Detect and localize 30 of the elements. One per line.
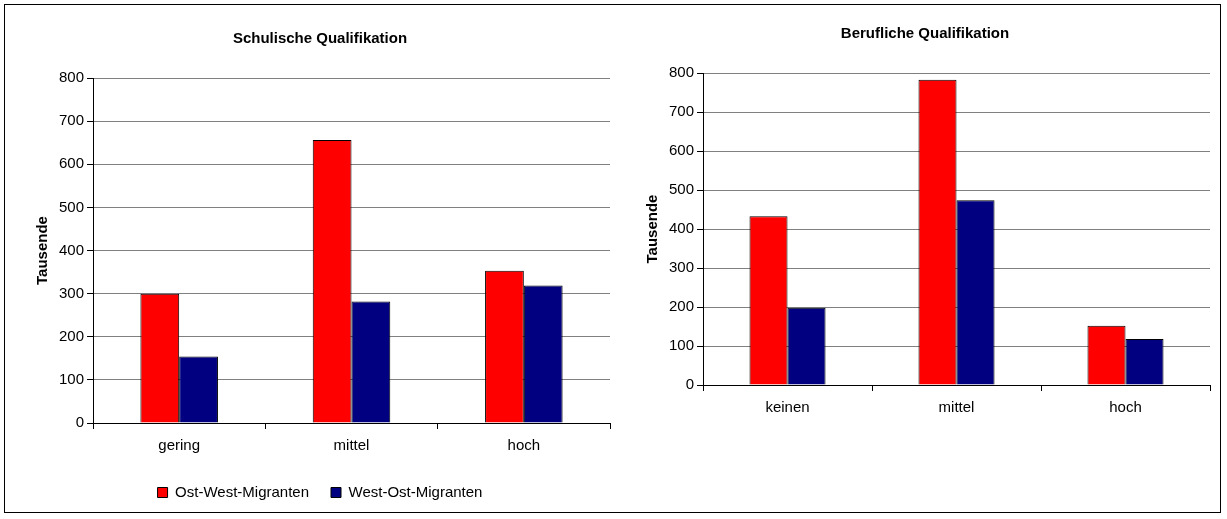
x-tick-label: hoch bbox=[507, 436, 541, 454]
y-tick-label: 700 bbox=[669, 102, 695, 120]
y-axis-title: Tausende bbox=[643, 194, 661, 264]
chart-title: Berufliche Qualifikation bbox=[840, 24, 1010, 42]
legend-label: West-Ost-Migranten bbox=[348, 482, 483, 500]
y-tick-label: 800 bbox=[59, 68, 85, 86]
y-tick-label: 300 bbox=[669, 258, 695, 276]
x-tick-label: hoch bbox=[1109, 398, 1142, 416]
y-tick-label: 600 bbox=[669, 141, 695, 159]
y-tick-label: 200 bbox=[59, 326, 85, 344]
x-tick-label: gering bbox=[158, 436, 201, 454]
chart-title: Schulische Qualifikation bbox=[232, 29, 408, 47]
y-tick-label: 100 bbox=[59, 370, 85, 388]
y-tick-label: 300 bbox=[59, 283, 85, 301]
y-tick-label: 700 bbox=[59, 111, 85, 129]
y-tick-label: 0 bbox=[75, 413, 85, 431]
x-tick-label: keinen bbox=[765, 398, 810, 416]
y-axis-title: Tausende bbox=[33, 216, 51, 285]
legend-label: Ost-West-Migranten bbox=[175, 482, 310, 500]
y-tick-label: 0 bbox=[685, 375, 695, 393]
y-tick-label: 200 bbox=[669, 297, 695, 315]
y-tick-label: 500 bbox=[59, 197, 85, 215]
y-tick-label: 500 bbox=[669, 180, 695, 198]
x-tick-label: mittel bbox=[938, 398, 975, 416]
y-tick-label: 600 bbox=[59, 154, 85, 172]
y-tick-label: 400 bbox=[59, 240, 85, 258]
y-tick-label: 400 bbox=[669, 219, 695, 237]
y-tick-label: 100 bbox=[669, 336, 695, 354]
x-tick-label: mittel bbox=[333, 436, 370, 454]
y-tick-label: 800 bbox=[669, 63, 695, 81]
